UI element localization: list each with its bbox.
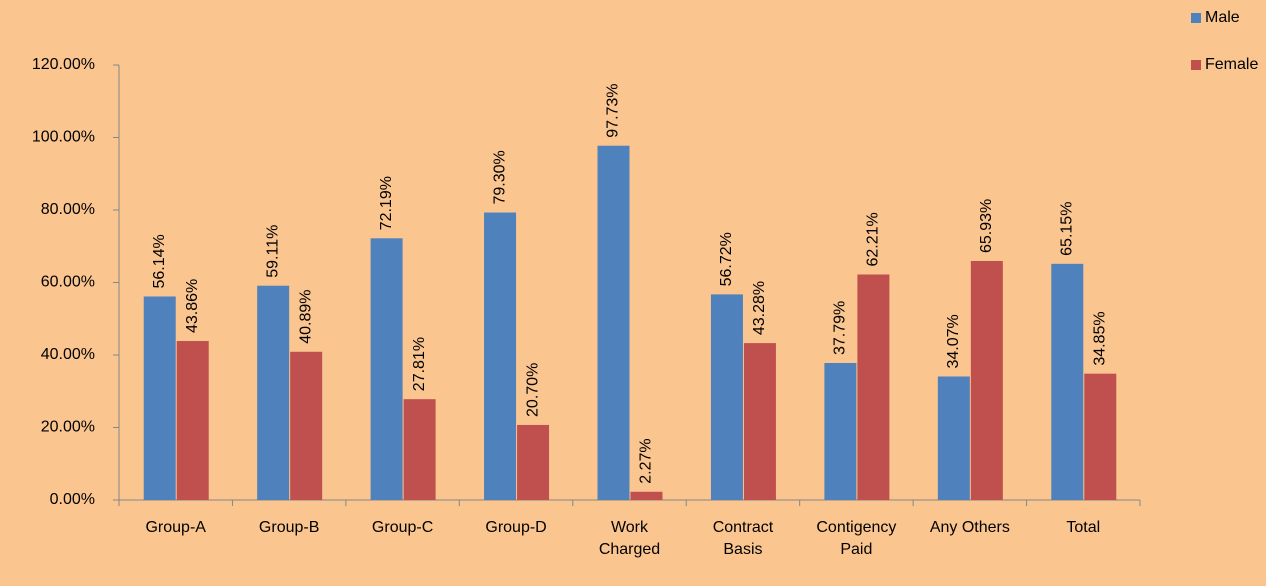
bar — [937, 376, 970, 500]
legend-label: Female — [1205, 56, 1258, 73]
x-tick-label: Group-C — [372, 519, 433, 536]
data-label: 27.81% — [411, 337, 428, 391]
data-label: 37.79% — [832, 301, 849, 355]
y-tick-label: 100.00% — [32, 129, 95, 146]
bar — [1084, 373, 1117, 500]
data-label: 34.07% — [945, 314, 962, 368]
bar — [824, 363, 857, 500]
y-tick-label: 120.00% — [32, 56, 95, 73]
data-label: 56.72% — [718, 232, 735, 286]
x-tick-label: Contract Basis — [713, 519, 774, 558]
y-tick-label: 60.00% — [41, 274, 95, 291]
legend-label: Male — [1205, 9, 1240, 26]
bar — [517, 424, 550, 500]
bar — [597, 145, 630, 500]
data-label: 40.89% — [297, 290, 314, 344]
bar — [970, 261, 1003, 500]
legend-swatch — [1191, 60, 1201, 70]
legend-swatch — [1191, 13, 1201, 23]
x-tick-label: Any Others — [930, 519, 1010, 536]
x-tick-label: Group-B — [259, 519, 319, 536]
data-label: 65.15% — [1058, 202, 1075, 256]
bar — [484, 212, 517, 500]
x-tick-label: Group-D — [485, 519, 546, 536]
bar — [857, 274, 890, 500]
bar — [710, 294, 743, 500]
data-label: 97.73% — [605, 83, 622, 137]
data-label: 34.85% — [1091, 311, 1108, 365]
bar — [370, 238, 403, 500]
bar — [1051, 263, 1084, 500]
bar — [290, 351, 323, 500]
bar — [403, 399, 436, 500]
bar — [743, 343, 776, 500]
data-label: 43.86% — [184, 279, 201, 333]
data-label: 65.93% — [978, 199, 995, 253]
bar — [143, 296, 176, 500]
y-tick-label: 80.00% — [41, 201, 95, 218]
x-tick-label: Group-A — [145, 519, 206, 536]
data-label: 20.70% — [524, 363, 541, 417]
bar — [257, 285, 290, 500]
x-tick-label: Work Charged — [599, 519, 660, 558]
data-label: 62.21% — [865, 212, 882, 266]
y-tick-label: 40.00% — [41, 346, 95, 363]
data-label: 2.27% — [638, 438, 655, 483]
bar — [176, 341, 209, 500]
y-tick-label: 20.00% — [41, 419, 95, 436]
x-tick-label: Total — [1066, 519, 1100, 536]
data-label: 59.11% — [264, 225, 281, 278]
y-tick-label: 0.00% — [50, 491, 95, 508]
data-label: 56.14% — [151, 234, 168, 288]
data-label: 79.30% — [491, 150, 508, 204]
data-label: 72.19% — [378, 176, 395, 230]
bar — [630, 491, 663, 500]
data-label: 43.28% — [751, 281, 768, 335]
x-tick-label: Contigency Paid — [816, 519, 896, 558]
